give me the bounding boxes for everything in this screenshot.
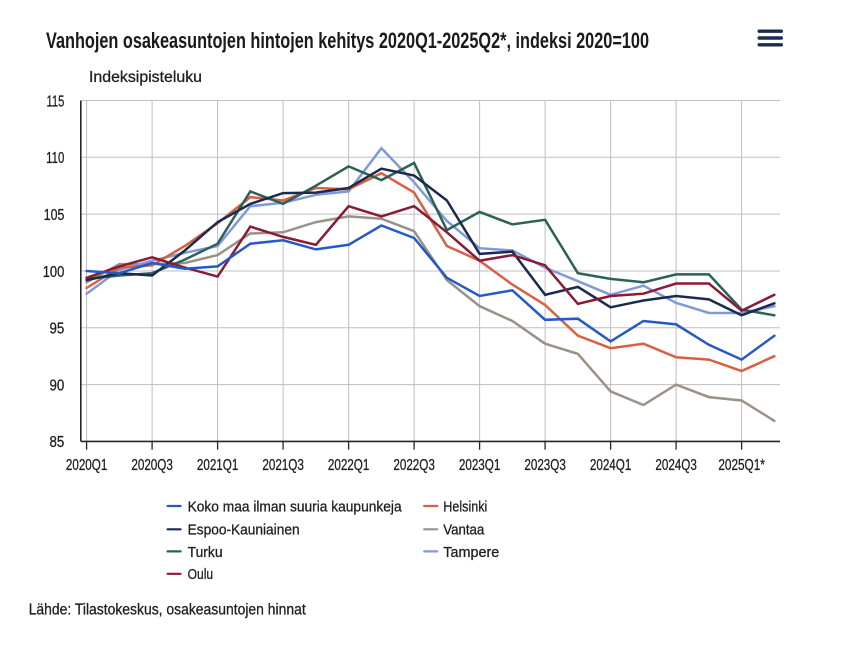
svg-text:2023Q3: 2023Q3: [524, 457, 566, 474]
svg-text:2023Q1: 2023Q1: [459, 457, 501, 474]
svg-text:110: 110: [46, 150, 64, 167]
svg-text:105: 105: [44, 207, 65, 224]
svg-text:Lähde: Tilastokeskus, osakeasu: Lähde: Tilastokeskus, osakeasuntojen hin…: [29, 601, 306, 618]
svg-text:2021Q3: 2021Q3: [262, 457, 304, 474]
svg-text:Vanhojen osakeasuntojen hintoj: Vanhojen osakeasuntojen hintojen kehitys…: [46, 28, 649, 53]
svg-text:90: 90: [50, 377, 65, 394]
svg-text:2022Q3: 2022Q3: [393, 457, 435, 474]
svg-text:100: 100: [43, 264, 65, 281]
svg-text:85: 85: [50, 434, 65, 451]
svg-text:Tampere: Tampere: [443, 544, 499, 561]
svg-text:2024Q3: 2024Q3: [655, 457, 697, 474]
svg-text:2025Q1*: 2025Q1*: [718, 457, 765, 474]
svg-text:Koko maa ilman suuria kaupunke: Koko maa ilman suuria kaupunkeja: [188, 498, 402, 515]
svg-text:Oulu: Oulu: [188, 566, 214, 583]
svg-text:Helsinki: Helsinki: [443, 498, 487, 515]
svg-text:2020Q1: 2020Q1: [66, 457, 108, 474]
svg-text:Turku: Turku: [188, 544, 223, 561]
svg-text:2021Q1: 2021Q1: [197, 457, 239, 474]
svg-text:Vantaa: Vantaa: [443, 522, 484, 539]
svg-text:115: 115: [47, 93, 65, 110]
svg-text:Espoo-Kauniainen: Espoo-Kauniainen: [188, 522, 300, 539]
svg-text:Indeksipisteluku: Indeksipisteluku: [89, 69, 202, 86]
svg-text:2020Q3: 2020Q3: [131, 457, 173, 474]
svg-text:2022Q1: 2022Q1: [328, 457, 370, 474]
svg-text:2024Q1: 2024Q1: [590, 457, 632, 474]
svg-text:95: 95: [50, 321, 65, 338]
